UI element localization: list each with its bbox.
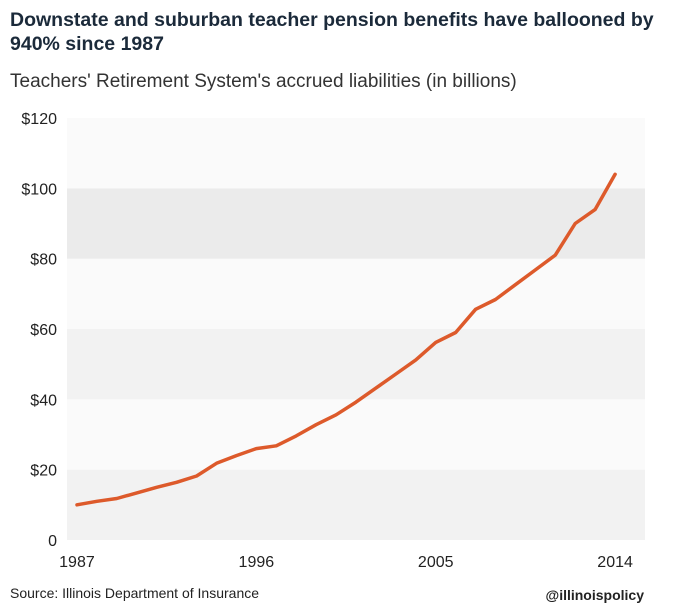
series-line xyxy=(75,172,617,507)
x-axis-ticks: 1987 1996 2005 2014 xyxy=(59,554,633,571)
background-bands xyxy=(67,118,645,540)
grid-band xyxy=(67,118,645,189)
y-axis-ticks: 0 $20 $40 $60 $80 $100 $120 xyxy=(21,111,57,550)
chart-title: Downstate and suburban teacher pension b… xyxy=(10,9,654,55)
series-lines xyxy=(75,172,617,507)
y-tick-label: 0 xyxy=(48,533,57,550)
grid-band xyxy=(67,258,645,329)
y-tick-label: $100 xyxy=(21,181,57,198)
twitter-handle: @illinoispolicy xyxy=(545,587,644,603)
grid-band xyxy=(67,399,645,470)
y-tick-label: $20 xyxy=(30,463,57,480)
chart-subtitle: Teachers' Retirement System's accrued li… xyxy=(10,71,517,92)
grid-band xyxy=(67,469,645,540)
y-tick-label: $120 xyxy=(21,111,57,128)
grid-band xyxy=(67,188,645,259)
line-chart: 0 $20 $40 $60 $80 $100 $120 1987 1996 2005 2014 xyxy=(21,111,645,571)
x-tick-label: 2005 xyxy=(418,554,454,571)
y-tick-label: $40 xyxy=(30,392,57,409)
grid-band xyxy=(67,329,645,400)
x-tick-label: 1996 xyxy=(239,554,275,571)
y-tick-label: $60 xyxy=(30,322,57,339)
x-tick-label: 2014 xyxy=(597,554,633,571)
y-tick-label: $80 xyxy=(30,252,57,269)
source-note: Source: Illinois Department of Insurance xyxy=(10,585,260,601)
x-tick-label: 1987 xyxy=(59,554,95,571)
